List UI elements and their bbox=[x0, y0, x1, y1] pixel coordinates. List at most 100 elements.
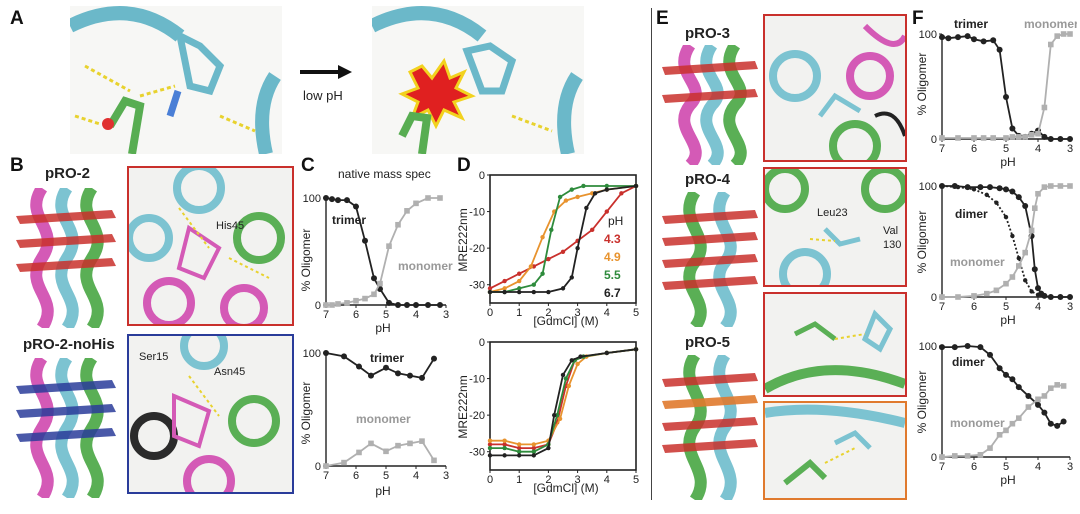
data-point bbox=[560, 286, 566, 291]
x-tick-label: 2 bbox=[545, 474, 551, 486]
x-tick-label: 0 bbox=[487, 307, 493, 319]
panel-label-a: A bbox=[10, 8, 24, 29]
data-point bbox=[1022, 249, 1028, 256]
data-point bbox=[939, 135, 945, 141]
data-point bbox=[1025, 404, 1032, 410]
data-point bbox=[971, 135, 977, 141]
data-point bbox=[487, 445, 493, 451]
data-point bbox=[368, 372, 374, 379]
x-tick-label: 4 bbox=[1035, 301, 1041, 313]
chart-f-3: 7 6 5 4 3 0 100 % Oligomer pH dimer monomer bbox=[915, 341, 1073, 487]
data-point bbox=[1009, 376, 1016, 383]
helix-bundle-pro3-image bbox=[662, 45, 758, 165]
helix-bundle-pro2-image bbox=[16, 188, 116, 328]
data-point bbox=[952, 453, 958, 459]
series-line bbox=[942, 33, 1070, 139]
x-tick-label: 5 bbox=[1003, 301, 1009, 313]
chart-d-bottom-xlabel: [GdmCl] (M) bbox=[533, 481, 598, 495]
residue-label-asn45: Asn45 bbox=[214, 366, 246, 378]
data-point bbox=[569, 275, 574, 280]
data-point bbox=[1057, 294, 1064, 300]
x-tick-label: 7 bbox=[323, 309, 329, 321]
series-line bbox=[490, 348, 637, 457]
x-tick-label: 7 bbox=[939, 461, 945, 473]
x-tick-label: 1 bbox=[516, 474, 522, 486]
data-point bbox=[563, 198, 569, 203]
data-point bbox=[1003, 371, 1009, 378]
data-point bbox=[1003, 427, 1009, 434]
data-point bbox=[425, 195, 431, 201]
data-point bbox=[1048, 183, 1054, 189]
data-point bbox=[502, 286, 507, 291]
chart-f-2: 7 6 5 4 3 0 100 % Oligomer pH dimer monomer bbox=[915, 181, 1073, 327]
data-point bbox=[395, 442, 401, 449]
data-point bbox=[560, 249, 566, 254]
data-point bbox=[569, 187, 574, 192]
chart-c-top-xlabel: pH bbox=[375, 321, 390, 335]
data-point bbox=[335, 301, 341, 307]
data-point bbox=[1041, 409, 1048, 416]
data-point bbox=[939, 34, 945, 41]
data-point bbox=[1041, 133, 1048, 140]
chart-d-bottom-ylabel: MRE222nm bbox=[456, 375, 470, 438]
protein-name-pro3: pRO-3 bbox=[685, 25, 730, 42]
data-point bbox=[964, 343, 971, 349]
data-point bbox=[993, 287, 1000, 294]
data-point bbox=[987, 445, 993, 451]
data-point bbox=[619, 191, 624, 196]
data-point bbox=[1029, 289, 1034, 294]
data-point bbox=[487, 438, 493, 443]
data-point bbox=[407, 440, 413, 447]
data-point bbox=[437, 302, 443, 308]
data-point bbox=[1016, 255, 1021, 261]
x-tick-label: 3 bbox=[443, 309, 449, 321]
protein-name-pro4: pRO-4 bbox=[685, 171, 730, 188]
data-point bbox=[517, 445, 522, 451]
data-point bbox=[437, 195, 443, 201]
data-point bbox=[540, 271, 545, 276]
data-point bbox=[1009, 420, 1016, 427]
series-label-monomer: monomer bbox=[950, 255, 1005, 269]
data-point bbox=[977, 184, 984, 191]
y-tick-label: -10 bbox=[469, 374, 485, 386]
chart-c-bottom-xlabel: pH bbox=[375, 484, 390, 498]
x-tick-label: 6 bbox=[353, 309, 359, 321]
data-point bbox=[633, 347, 639, 352]
data-point bbox=[1015, 194, 1022, 201]
y-tick-label: 0 bbox=[479, 337, 485, 349]
data-point bbox=[1047, 136, 1054, 142]
pro4-closeup-frame: Leu23 Val 130 bbox=[763, 167, 907, 287]
legend-ph49: 4.9 bbox=[604, 250, 621, 264]
panel-label-c: C bbox=[301, 155, 315, 176]
y-tick-label: 100 bbox=[303, 193, 321, 205]
arrow-icon bbox=[300, 65, 352, 79]
data-point bbox=[517, 453, 522, 458]
data-point bbox=[502, 445, 507, 451]
data-point bbox=[395, 302, 401, 308]
data-point bbox=[980, 38, 987, 45]
y-tick-label: -20 bbox=[469, 243, 485, 255]
data-point bbox=[404, 302, 410, 308]
data-point bbox=[1009, 188, 1016, 195]
data-point bbox=[1009, 125, 1016, 132]
data-point bbox=[362, 295, 368, 302]
data-point bbox=[980, 135, 987, 141]
data-point bbox=[1035, 190, 1041, 197]
x-tick-label: 5 bbox=[1003, 143, 1009, 155]
y-tick-label: 100 bbox=[919, 181, 937, 193]
data-point bbox=[604, 209, 609, 214]
data-point bbox=[1057, 183, 1064, 189]
legend-title: pH bbox=[608, 214, 623, 228]
data-point bbox=[590, 227, 595, 233]
data-point bbox=[1041, 104, 1048, 111]
data-point bbox=[335, 197, 341, 204]
pro2-nohis-closeup-frame: Ser15 Asn45 bbox=[127, 334, 294, 494]
data-point bbox=[368, 440, 374, 447]
data-point bbox=[407, 372, 413, 379]
data-point bbox=[546, 289, 551, 295]
data-point bbox=[395, 221, 401, 228]
data-point bbox=[329, 196, 335, 203]
x-tick-label: 7 bbox=[939, 301, 945, 313]
data-point bbox=[1035, 285, 1041, 292]
data-point bbox=[971, 187, 977, 192]
